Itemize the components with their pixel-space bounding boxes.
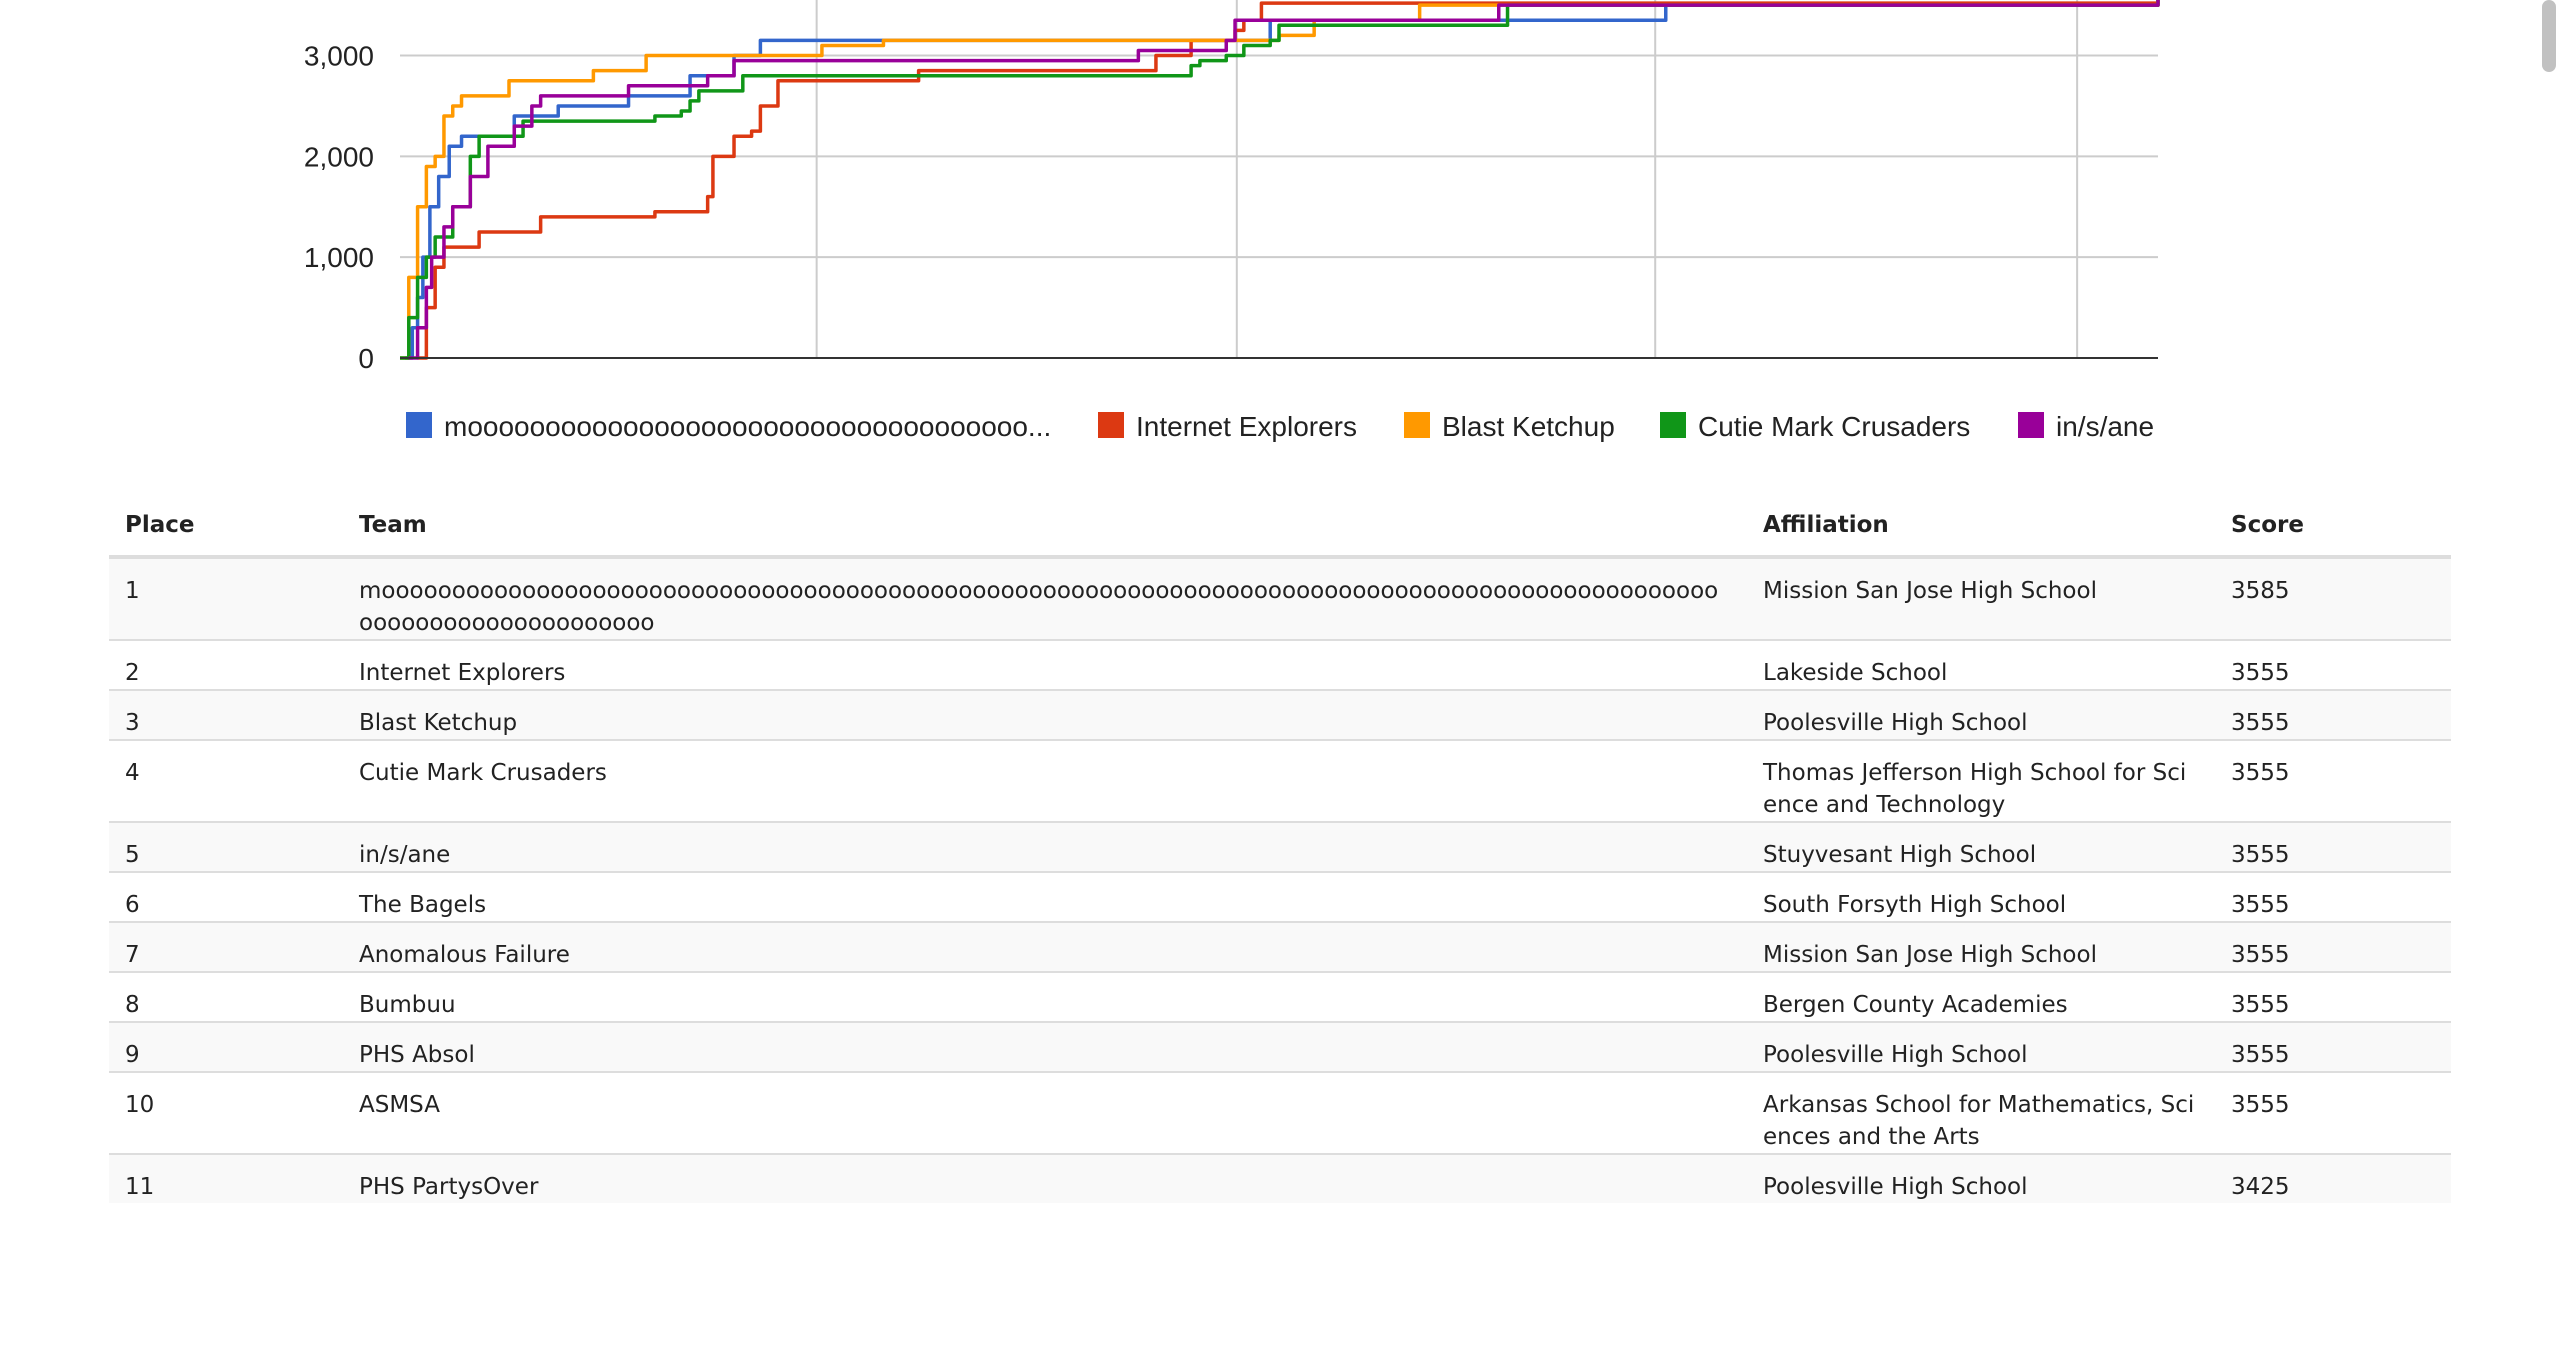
cell-affiliation: Mission San Jose High School <box>1747 921 2215 972</box>
legend-swatch-1 <box>1098 412 1124 438</box>
y-tick-label: 3,000 <box>304 41 374 72</box>
legend-swatch-0 <box>406 412 432 438</box>
legend-label-3: Cutie Mark Crusaders <box>1698 411 1970 442</box>
y-tick-label: 2,000 <box>304 141 374 172</box>
cell-team: Cutie Mark Crusaders <box>343 739 1747 822</box>
cell-place: 2 <box>109 639 343 690</box>
table-header-row: Place Team Affiliation Score <box>109 495 2451 559</box>
cell-place: 4 <box>109 739 343 822</box>
series-line-2 <box>400 0 2160 360</box>
cell-affiliation: Poolesville High School <box>1747 1153 2215 1203</box>
cell-affiliation: Bergen County Academies <box>1747 971 2215 1022</box>
vertical-scrollbar-thumb[interactable] <box>2542 0 2556 72</box>
cell-place: 10 <box>109 1071 343 1154</box>
cell-score: 3555 <box>2215 689 2451 740</box>
x-gridlines <box>815 0 2079 358</box>
cell-score: 3555 <box>2215 639 2451 690</box>
cell-score: 3555 <box>2215 821 2451 872</box>
table-row: 4 Cutie Mark Crusaders Thomas Jefferson Hi… <box>109 739 2451 822</box>
cell-score: 3585 <box>2215 556 2451 640</box>
header-place[interactable]: Place <box>109 495 343 559</box>
cell-score: 3555 <box>2215 1021 2451 1072</box>
legend-swatch-3 <box>1660 412 1686 438</box>
cell-score: 3555 <box>2215 971 2451 1022</box>
series-lines <box>400 0 2160 360</box>
y-tick-label: 0 <box>358 343 374 374</box>
scoreboard-table: Place Team Affiliation Score 1 mooooooooo… <box>109 495 2451 1203</box>
table-row: 2 Internet Explorers Lakeside School 3555 <box>109 639 2451 690</box>
cell-score: 3555 <box>2215 921 2451 972</box>
table-row: 11 PHS PartysOver Poolesville High School 3… <box>109 1153 2451 1203</box>
legend-swatch-2 <box>1404 412 1430 438</box>
cell-team: Anomalous Failure <box>343 921 1747 972</box>
series-line-1 <box>417 0 2160 360</box>
cell-place: 3 <box>109 689 343 740</box>
series-line-4 <box>408 0 2160 360</box>
cell-affiliation: Poolesville High School <box>1747 1021 2215 1072</box>
table-row: 1 moooooooooooooooooooooooooooooooooooooo… <box>109 556 2451 640</box>
cell-affiliation: Stuyvesant High School <box>1747 821 2215 872</box>
legend-label-2: Blast Ketchup <box>1442 411 1615 442</box>
cell-team: PHS Absol <box>343 1021 1747 1072</box>
table-row: 9 PHS Absol Poolesville High School 3555 <box>109 1021 2451 1072</box>
cell-place: 1 <box>109 556 343 640</box>
cell-affiliation: Poolesville High School <box>1747 689 2215 740</box>
cell-place: 7 <box>109 921 343 972</box>
cell-place: 9 <box>109 1021 343 1072</box>
cell-score: 3555 <box>2215 739 2451 822</box>
cell-place: 11 <box>109 1153 343 1203</box>
cell-place: 5 <box>109 821 343 872</box>
y-axis-labels: 0 1,000 2,000 3,000 <box>304 41 374 374</box>
cell-team: mooooooooooooooooooooooooooooooooooooooo… <box>343 556 1747 640</box>
cell-score: 3425 <box>2215 1153 2451 1203</box>
cell-affiliation: Lakeside School <box>1747 639 2215 690</box>
header-team[interactable]: Team <box>343 495 1747 559</box>
cell-team: Bumbuu <box>343 971 1747 1022</box>
score-chart: 0 1,000 2,000 3,000 moooooooooooooooooooooo… <box>304 0 2160 442</box>
table-row: 10 ASMSA Arkansas School for Mathematics, … <box>109 1071 2451 1154</box>
table-row: 3 Blast Ketchup Poolesville High School 355… <box>109 689 2451 740</box>
cell-team: ASMSA <box>343 1071 1747 1154</box>
cell-affiliation: Arkansas School for Mathematics, Science… <box>1747 1071 2215 1154</box>
table-row: 6 The Bagels South Forsyth High School 3555 <box>109 871 2451 922</box>
legend-label-4: in/s/ane <box>2056 411 2154 442</box>
cell-team: Internet Explorers <box>343 639 1747 690</box>
legend-label-0: moooooooooooooooooooooooooooooooooooo... <box>444 411 1051 442</box>
header-affiliation[interactable]: Affiliation <box>1747 495 2215 559</box>
y-tick-label: 1,000 <box>304 242 374 273</box>
cell-affiliation: Mission San Jose High School <box>1747 556 2215 640</box>
table-row: 7 Anomalous Failure Mission San Jose High … <box>109 921 2451 972</box>
cell-affiliation: South Forsyth High School <box>1747 871 2215 922</box>
series-line-3 <box>400 0 2160 360</box>
cell-place: 6 <box>109 871 343 922</box>
cell-score: 3555 <box>2215 871 2451 922</box>
cell-team: Blast Ketchup <box>343 689 1747 740</box>
legend-swatch-4 <box>2018 412 2044 438</box>
legend-label-1: Internet Explorers <box>1136 411 1357 442</box>
chart-legend: moooooooooooooooooooooooooooooooooooo...… <box>406 411 2154 442</box>
cell-score: 3555 <box>2215 1071 2451 1154</box>
table-row: 5 in/s/ane Stuyvesant High School 3555 <box>109 821 2451 872</box>
cell-affiliation: Thomas Jefferson High School for Science… <box>1747 739 2215 822</box>
cell-place: 8 <box>109 971 343 1022</box>
cell-team: The Bagels <box>343 871 1747 922</box>
cell-team: PHS PartysOver <box>343 1153 1747 1203</box>
header-score[interactable]: Score <box>2215 495 2451 559</box>
table-row: 8 Bumbuu Bergen County Academies 3555 <box>109 971 2451 1022</box>
series-line-0 <box>405 0 2160 360</box>
cell-team: in/s/ane <box>343 821 1747 872</box>
